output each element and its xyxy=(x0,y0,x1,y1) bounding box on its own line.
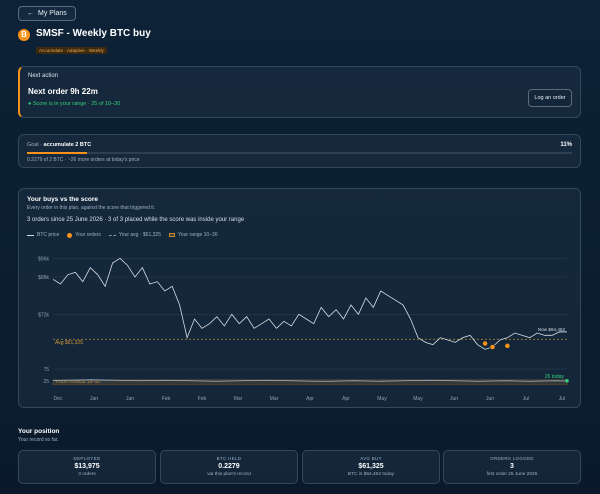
log-order-button[interactable]: Log an order xyxy=(528,89,572,107)
stat-btc-held: BTC HELD 0.2279 via this plan's record xyxy=(160,450,298,484)
goal-progress-fill xyxy=(27,152,87,154)
x-tick-label: Jul xyxy=(523,396,529,402)
legend-dot-icon xyxy=(67,232,73,238)
back-to-plans-button[interactable]: ← My Plans xyxy=(18,6,76,21)
x-tick-label: Apr xyxy=(342,396,350,402)
legend-dash-icon xyxy=(108,234,116,236)
stat-label: ORDERS LOGGED xyxy=(490,456,534,461)
legend-range: Your range 10–30 xyxy=(168,232,218,238)
back-label: My Plans xyxy=(38,10,67,17)
x-tick-label: Jun xyxy=(486,396,494,402)
stat-sub: 3 orders xyxy=(78,472,96,477)
bitcoin-icon: B xyxy=(18,29,30,41)
next-order-countdown: Next order 9h 22m xyxy=(28,87,98,96)
x-tick-label: Mar xyxy=(270,396,279,402)
price-tick-label: $72k xyxy=(38,312,49,318)
price-score-chart: $96k $88k $72k Avg $61,325 Now $64,462 YOUR R… xyxy=(38,256,569,402)
chart-legend: BTC price Your orders Your avg · $61,325… xyxy=(27,232,218,238)
stat-avg-buy: AVG BUY $61,325 BTC is $64,462 today xyxy=(302,450,440,484)
plan-tag-badge: Accumulate · Adaptive · Weekly xyxy=(36,47,107,54)
plan-title: SMSF - Weekly BTC buy xyxy=(36,28,151,39)
avg-buy-label: Avg $61,325 xyxy=(55,340,83,346)
range-band-label: YOUR RANGE 10–30 xyxy=(55,379,100,384)
btc-price-line xyxy=(52,257,568,350)
stat-label: DEPLOYED xyxy=(73,456,101,461)
legend-orders: Your orders xyxy=(67,232,101,238)
legend-box-icon xyxy=(168,233,175,237)
score-status: ● Score is in your range · 25 of 10–30 xyxy=(28,101,121,107)
x-tick-label: Mar xyxy=(234,396,243,402)
x-tick-label: May xyxy=(413,396,423,402)
price-tick-label: $88k xyxy=(38,275,49,281)
x-tick-label: Feb xyxy=(198,396,207,402)
order-marker xyxy=(504,342,511,349)
goal-target: accumulate 2 BTC xyxy=(43,142,92,148)
order-marker xyxy=(482,340,488,347)
stat-sub: BTC is $64,462 today xyxy=(347,472,395,477)
score-line xyxy=(52,379,568,382)
goal-percent: 11% xyxy=(560,142,572,148)
x-tick-label: Jun xyxy=(450,396,458,402)
x-tick-label: May xyxy=(377,396,387,402)
stat-value: 3 xyxy=(510,463,514,470)
x-tick-label: Jan xyxy=(90,396,98,402)
legend-price-label: BTC price xyxy=(37,232,60,238)
score-now-label: 26 today xyxy=(545,374,565,380)
goal-card: Goal · accumulate 2 BTC 11% 0.2279 of 2 … xyxy=(18,134,581,168)
position-title: Your position xyxy=(18,428,60,435)
legend-orders-label: Your orders xyxy=(75,232,101,238)
x-tick-label: Apr xyxy=(306,396,314,402)
now-price-label: Now $64,462 xyxy=(538,327,566,332)
x-tick-label: Jan xyxy=(126,396,134,402)
chart-subtitle: Every order in this plan, against the sc… xyxy=(27,205,156,211)
score-tick-label: 75 xyxy=(43,367,49,373)
x-tick-label: Jul xyxy=(559,396,565,402)
stat-value: 0.2279 xyxy=(218,463,240,470)
stat-sub: first order 25 June 2026 xyxy=(486,472,538,477)
stat-value: $61,325 xyxy=(358,463,384,470)
legend-range-label: Your range 10–30 xyxy=(177,232,218,238)
chart-summary: 3 orders since 25 June 2026 · 3 of 3 pla… xyxy=(27,217,245,223)
legend-avg-label: Your avg · $61,325 xyxy=(118,232,161,238)
legend-price: BTC price xyxy=(27,232,59,238)
buys-vs-score-card: Your buys vs the score Every order in th… xyxy=(18,188,581,408)
stat-label: BTC HELD xyxy=(216,456,242,461)
score-now-marker xyxy=(565,378,569,383)
stat-deployed: DEPLOYED $13,975 3 orders xyxy=(18,450,156,484)
goal-label: Goal · xyxy=(27,142,42,148)
stat-value: $13,975 xyxy=(74,463,100,470)
next-action-card: Next action Next order 9h 22m ● Score is… xyxy=(18,66,581,118)
score-tick-label: 25 xyxy=(43,379,49,385)
chart-title: Your buys vs the score xyxy=(27,196,99,203)
stat-orders-logged: ORDERS LOGGED 3 first order 25 June 2026 xyxy=(443,450,581,484)
next-action-label: Next action xyxy=(28,73,59,79)
legend-line-icon xyxy=(27,234,34,236)
stat-label: AVG BUY xyxy=(360,456,382,461)
plan-header: B SMSF - Weekly BTC buy Accumulate · Ada… xyxy=(18,28,151,57)
goal-line: Goal · accumulate 2 BTC xyxy=(27,142,91,148)
x-tick-label: Feb xyxy=(162,396,171,402)
x-tick-label: Dec xyxy=(54,396,63,402)
arrow-left-icon: ← xyxy=(27,10,34,17)
legend-avg: Your avg · $61,325 xyxy=(108,232,161,238)
price-tick-label: $96k xyxy=(38,256,49,262)
order-marker xyxy=(489,344,496,350)
position-subtitle: Your record so far. xyxy=(18,437,59,443)
goal-subtext: 0.2279 of 2 BTC · ~26 more orders at tod… xyxy=(27,157,140,163)
stat-sub: via this plan's record xyxy=(207,472,251,477)
goal-progress-track xyxy=(27,152,572,154)
